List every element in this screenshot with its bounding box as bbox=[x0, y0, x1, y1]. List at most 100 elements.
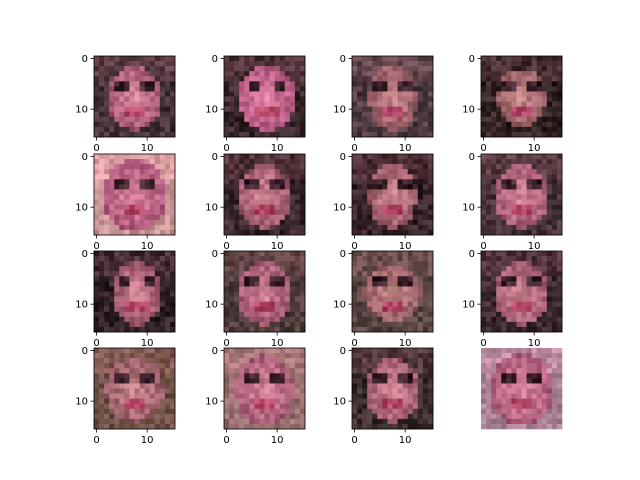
face-image-15 bbox=[352, 348, 434, 430]
x-tick-label: 0 bbox=[93, 241, 99, 252]
x-tick-label: 0 bbox=[93, 338, 99, 349]
face-image-12 bbox=[481, 251, 563, 333]
face-image-3 bbox=[352, 56, 434, 138]
axes-frame bbox=[223, 250, 306, 333]
y-tick-label: 0 bbox=[212, 249, 218, 260]
face-image-11 bbox=[352, 251, 434, 333]
x-tick-label: 0 bbox=[93, 143, 99, 154]
x-tick-label: 10 bbox=[399, 241, 412, 252]
x-tick-label: 10 bbox=[399, 338, 412, 349]
x-tick-label: 10 bbox=[528, 338, 541, 349]
sample-panel-16 bbox=[481, 348, 563, 430]
axes-frame bbox=[351, 55, 434, 138]
y-tick-label: 10 bbox=[333, 397, 346, 408]
sample-panel-3: 0 10 0 10 bbox=[333, 54, 434, 154]
face-image-4 bbox=[481, 56, 563, 138]
y-tick-label: 0 bbox=[469, 152, 475, 163]
sample-panel-10: 0 10 0 10 bbox=[205, 249, 306, 349]
y-tick-label: 10 bbox=[205, 300, 218, 311]
sample-panel-1: 0 10 0 10 bbox=[75, 54, 176, 154]
y-tick-label: 0 bbox=[212, 54, 218, 65]
sample-panel-4: 0 10 0 10 bbox=[462, 54, 563, 154]
y-tick-label: 10 bbox=[75, 397, 88, 408]
axes-frame bbox=[480, 250, 563, 333]
axes-frame bbox=[93, 347, 176, 430]
face-image-9 bbox=[94, 251, 176, 333]
face-image-5 bbox=[94, 154, 176, 236]
face-image-6 bbox=[224, 154, 306, 236]
sample-panel-15: 0 10 0 10 bbox=[333, 346, 434, 446]
x-tick-label: 10 bbox=[528, 241, 541, 252]
y-tick-label: 10 bbox=[205, 203, 218, 214]
sample-panel-9: 0 10 0 10 bbox=[75, 249, 176, 349]
x-tick-label: 0 bbox=[480, 143, 486, 154]
x-tick-label: 10 bbox=[399, 143, 412, 154]
axes-frame bbox=[223, 347, 306, 430]
sample-panel-5: 0 10 0 10 bbox=[75, 152, 176, 252]
y-tick-label: 10 bbox=[205, 105, 218, 116]
x-tick-label: 10 bbox=[141, 338, 154, 349]
x-tick-label: 0 bbox=[351, 435, 357, 446]
x-tick-label: 0 bbox=[351, 143, 357, 154]
y-tick-label: 0 bbox=[340, 152, 346, 163]
x-tick-label: 0 bbox=[223, 435, 229, 446]
y-tick-label: 10 bbox=[75, 203, 88, 214]
y-tick-label: 10 bbox=[205, 397, 218, 408]
axes-frame bbox=[480, 55, 563, 138]
face-image-13 bbox=[94, 348, 176, 430]
y-tick-label: 10 bbox=[333, 203, 346, 214]
face-image-2 bbox=[224, 56, 306, 138]
x-tick-label: 0 bbox=[223, 338, 229, 349]
y-tick-label: 0 bbox=[82, 54, 88, 65]
y-tick-label: 0 bbox=[212, 152, 218, 163]
y-tick-label: 10 bbox=[333, 300, 346, 311]
axes-frame bbox=[223, 153, 306, 236]
y-tick-label: 10 bbox=[462, 203, 475, 214]
x-tick-label: 0 bbox=[480, 338, 486, 349]
sample-panel-13: 0 10 0 10 bbox=[75, 346, 176, 446]
y-tick-label: 0 bbox=[340, 54, 346, 65]
sample-panel-12: 0 10 0 10 bbox=[462, 249, 563, 349]
y-tick-label: 0 bbox=[82, 249, 88, 260]
y-tick-label: 10 bbox=[75, 300, 88, 311]
axes-frame bbox=[93, 55, 176, 138]
x-tick-label: 0 bbox=[351, 241, 357, 252]
y-tick-label: 10 bbox=[462, 105, 475, 116]
x-tick-label: 10 bbox=[399, 435, 412, 446]
x-tick-label: 10 bbox=[271, 435, 284, 446]
sample-panel-7: 0 10 0 10 bbox=[333, 152, 434, 252]
face-image-7 bbox=[352, 154, 434, 236]
x-tick-label: 0 bbox=[351, 338, 357, 349]
axes-frame bbox=[93, 153, 176, 236]
y-tick-label: 10 bbox=[462, 300, 475, 311]
face-image-16 bbox=[481, 348, 563, 430]
x-tick-label: 0 bbox=[223, 143, 229, 154]
face-image-14 bbox=[224, 348, 306, 430]
face-image-1 bbox=[94, 56, 176, 138]
sample-panel-11: 0 10 0 10 bbox=[333, 249, 434, 349]
x-tick-label: 10 bbox=[141, 241, 154, 252]
y-tick-label: 0 bbox=[82, 152, 88, 163]
y-tick-label: 0 bbox=[340, 346, 346, 357]
x-tick-label: 10 bbox=[271, 338, 284, 349]
x-tick-label: 10 bbox=[271, 143, 284, 154]
x-tick-label: 10 bbox=[528, 143, 541, 154]
y-tick-label: 0 bbox=[212, 346, 218, 357]
y-tick-label: 0 bbox=[469, 54, 475, 65]
face-image-10 bbox=[224, 251, 306, 333]
axes-frame bbox=[223, 55, 306, 138]
axes-frame bbox=[93, 250, 176, 333]
face-image-8 bbox=[481, 154, 563, 236]
sample-panel-8: 0 10 0 10 bbox=[462, 152, 563, 252]
y-tick-label: 0 bbox=[82, 346, 88, 357]
y-tick-label: 0 bbox=[340, 249, 346, 260]
y-tick-label: 10 bbox=[75, 105, 88, 116]
y-tick-label: 0 bbox=[469, 249, 475, 260]
axes-frame bbox=[480, 153, 563, 236]
sample-panel-14: 0 10 0 10 bbox=[205, 346, 306, 446]
y-tick-label: 10 bbox=[333, 105, 346, 116]
axes-frame bbox=[351, 347, 434, 430]
sample-panel-2: 0 10 0 10 bbox=[205, 54, 306, 154]
x-tick-label: 10 bbox=[271, 241, 284, 252]
axes-frame bbox=[351, 250, 434, 333]
